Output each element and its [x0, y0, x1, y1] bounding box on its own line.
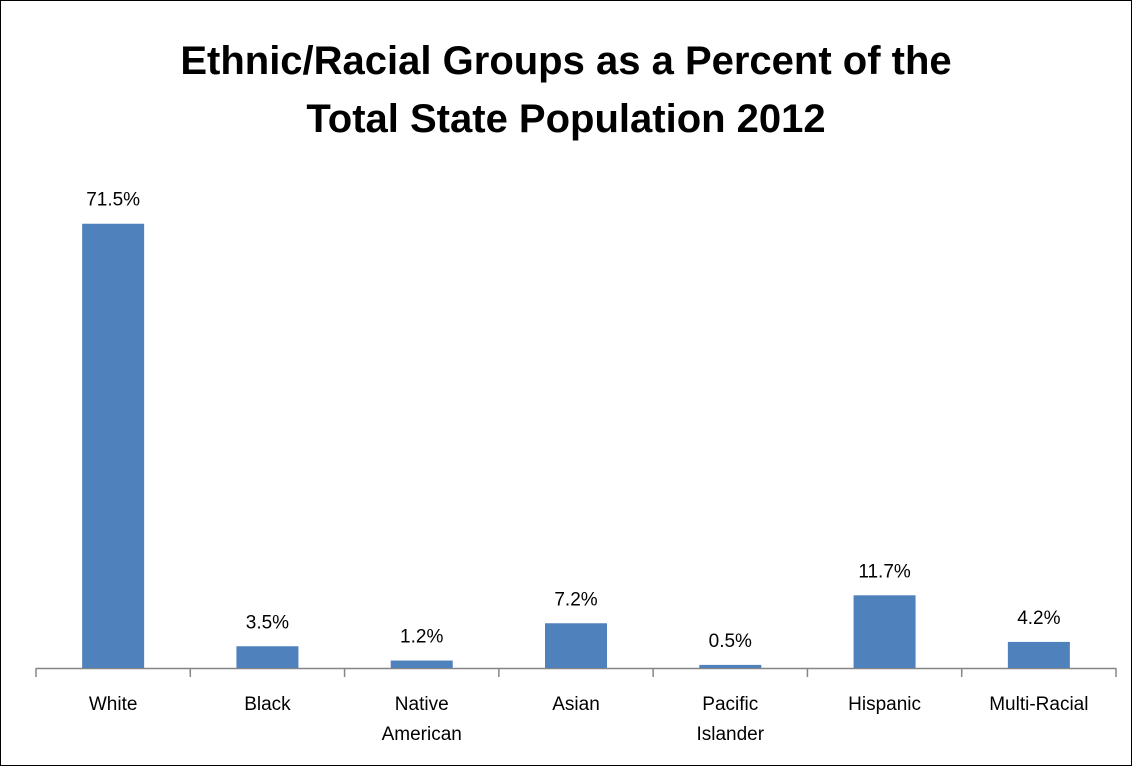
bar [390, 660, 453, 668]
category-label: Pacific [702, 694, 758, 715]
bar [853, 595, 916, 668]
chart-title-line-1: Ethnic/Racial Groups as a Percent of the [180, 39, 952, 83]
category-label: Hispanic [848, 694, 921, 715]
category-label: Islander [696, 724, 764, 745]
category-label: White [89, 694, 138, 715]
bar-value-label: 1.2% [400, 627, 443, 648]
bar-value-label: 11.7% [858, 561, 911, 582]
category-label: American [382, 724, 462, 745]
bar [699, 664, 762, 668]
bar [236, 646, 299, 668]
bar-value-label: 71.5% [86, 190, 140, 211]
bar-value-label: 4.2% [1017, 608, 1060, 629]
category-label: Asian [552, 694, 600, 715]
bar-value-label: 0.5% [709, 631, 752, 652]
chart-title-line-2: Total State Population 2012 [306, 97, 826, 141]
chart-title: Ethnic/Racial Groups as a Percent of the… [0, 32, 1132, 148]
bar [545, 623, 607, 668]
category-label: Native [395, 694, 449, 715]
bar-value-label: 7.2% [554, 589, 597, 610]
category-label: Multi-Racial [989, 694, 1088, 715]
bar-value-label: 3.5% [246, 612, 289, 633]
category-label: Black [244, 694, 291, 715]
bar [82, 223, 145, 668]
bar [1007, 641, 1070, 668]
